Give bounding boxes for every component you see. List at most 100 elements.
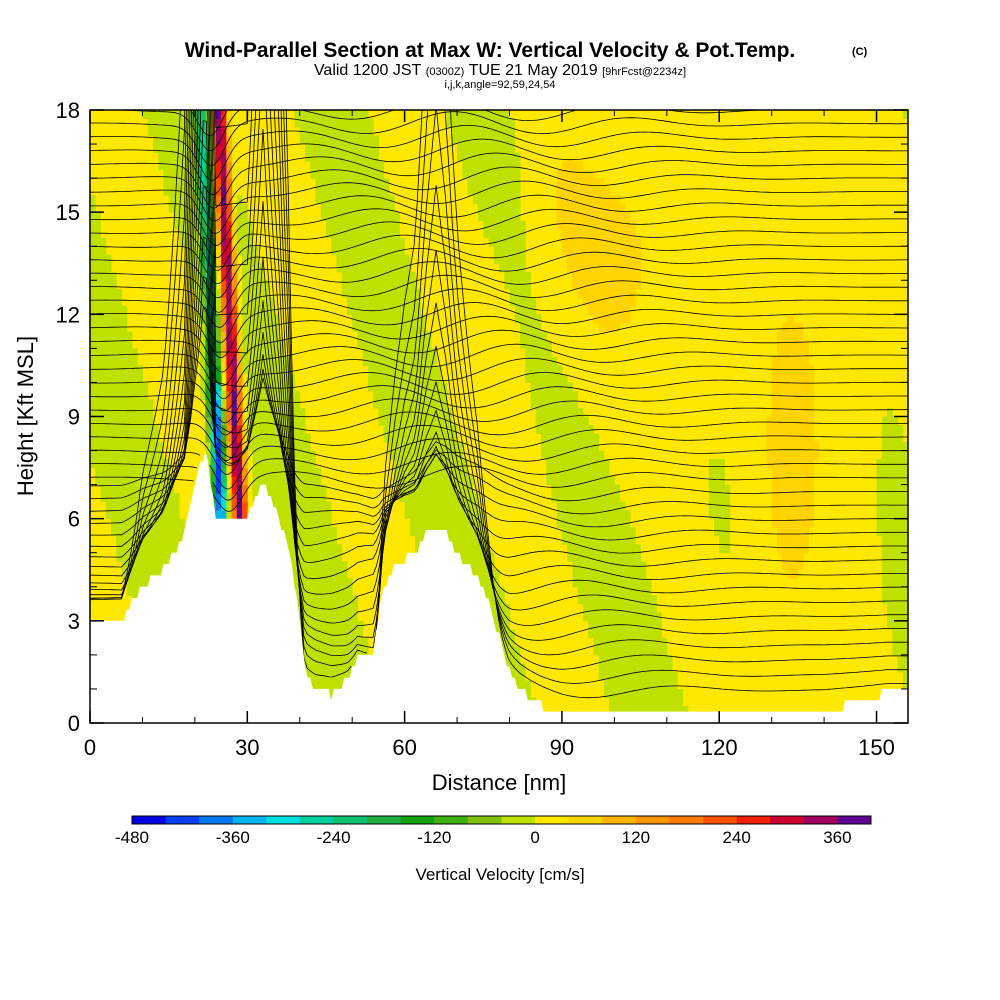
isentrope-line <box>90 451 908 501</box>
velocity-cell <box>619 518 626 528</box>
velocity-cell <box>331 229 337 239</box>
velocity-cell <box>315 680 322 690</box>
velocity-cell <box>567 254 573 264</box>
velocity-cell <box>352 271 358 281</box>
velocity-cell <box>315 118 322 128</box>
velocity-cell <box>90 271 96 281</box>
velocity-cell <box>624 288 631 298</box>
velocity-cell <box>803 399 809 409</box>
velocity-cell <box>593 646 600 656</box>
velocity-cell <box>593 271 600 281</box>
velocity-cell <box>388 229 395 239</box>
velocity-cell <box>588 603 594 613</box>
velocity-cell <box>90 263 96 273</box>
velocity-cell <box>551 425 558 435</box>
velocity-cell <box>525 331 531 341</box>
velocity-cell <box>200 135 206 145</box>
velocity-cell <box>635 280 642 290</box>
velocity-cell <box>708 493 715 503</box>
velocity-cell <box>205 169 212 179</box>
velocity-cell <box>341 203 348 213</box>
velocity-cell <box>131 373 138 383</box>
velocity-cell <box>346 127 353 137</box>
velocity-cell <box>357 288 364 298</box>
velocity-cell <box>352 612 358 622</box>
velocity-cell <box>367 246 374 256</box>
velocity-cell <box>362 331 369 341</box>
velocity-cell <box>242 254 248 264</box>
velocity-cell <box>493 203 500 213</box>
velocity-cell <box>200 229 206 239</box>
velocity-cell <box>341 110 348 120</box>
velocity-cell <box>378 263 385 273</box>
velocity-cell <box>373 390 379 400</box>
velocity-cell <box>892 501 899 511</box>
velocity-cell <box>299 595 306 605</box>
velocity-cell <box>388 425 395 435</box>
velocity-cell <box>577 246 584 256</box>
velocity-cell <box>598 288 605 298</box>
velocity-cell <box>215 263 222 273</box>
velocity-cell <box>346 271 353 281</box>
velocity-cell <box>367 237 374 247</box>
velocity-cell <box>399 382 406 392</box>
velocity-cell <box>624 637 631 647</box>
velocity-cell <box>215 152 222 162</box>
velocity-cell <box>776 407 783 417</box>
velocity-cell <box>792 356 799 366</box>
velocity-cell <box>561 161 568 171</box>
velocity-cell <box>252 271 259 281</box>
velocity-cell <box>320 586 327 596</box>
velocity-cell <box>100 467 107 477</box>
velocity-cell <box>346 203 353 213</box>
velocity-cell <box>378 246 385 256</box>
velocity-cell <box>221 433 227 443</box>
velocity-cell <box>378 331 385 341</box>
velocity-cell <box>310 127 316 137</box>
velocity-cell <box>221 305 227 315</box>
velocity-cell <box>147 407 154 417</box>
velocity-cell <box>577 586 584 596</box>
velocity-cell <box>252 459 259 469</box>
velocity-cell <box>624 688 631 698</box>
velocity-cell <box>488 152 495 162</box>
velocity-cell <box>294 442 301 452</box>
velocity-cell <box>105 501 112 511</box>
velocity-cell <box>771 399 778 409</box>
velocity-cell <box>535 416 542 426</box>
velocity-cell <box>619 646 626 656</box>
velocity-cell <box>593 288 600 298</box>
velocity-cell <box>367 127 374 137</box>
velocity-cell <box>509 118 516 128</box>
velocity-cell <box>168 135 175 145</box>
velocity-cell <box>320 203 327 213</box>
velocity-cell <box>897 603 904 613</box>
velocity-cell <box>588 186 594 196</box>
velocity-cell <box>630 544 636 554</box>
velocity-cell <box>105 348 112 358</box>
velocity-cell <box>582 186 589 196</box>
velocity-cell <box>808 442 815 452</box>
velocity-cell <box>200 322 206 332</box>
isentrope-line <box>90 302 908 359</box>
velocity-cell <box>388 339 395 349</box>
velocity-cell <box>367 297 374 307</box>
velocity-cell <box>897 433 904 443</box>
velocity-cell <box>499 161 505 171</box>
velocity-cell <box>158 518 164 528</box>
velocity-cell <box>415 459 421 469</box>
velocity-cell <box>483 127 490 137</box>
velocity-cell <box>425 331 432 341</box>
velocity-cell <box>320 501 327 511</box>
velocity-cell <box>797 484 804 494</box>
velocity-cell <box>797 552 804 562</box>
velocity-cell <box>614 663 621 673</box>
velocity-cell <box>409 356 416 366</box>
velocity-cell <box>598 297 605 307</box>
velocity-cell <box>624 314 631 324</box>
velocity-cell <box>325 561 332 571</box>
velocity-cell <box>378 254 385 264</box>
velocity-cell <box>90 416 96 426</box>
velocity-cell <box>797 518 804 528</box>
velocity-cell <box>242 501 248 511</box>
